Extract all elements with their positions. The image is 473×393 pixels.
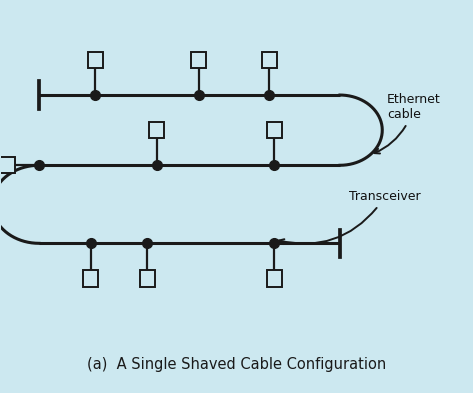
FancyBboxPatch shape	[267, 122, 281, 138]
FancyBboxPatch shape	[83, 270, 98, 286]
FancyBboxPatch shape	[262, 52, 277, 68]
FancyBboxPatch shape	[267, 270, 281, 286]
FancyBboxPatch shape	[149, 122, 164, 138]
FancyBboxPatch shape	[192, 52, 206, 68]
Text: Ethernet
cable: Ethernet cable	[375, 93, 441, 154]
FancyBboxPatch shape	[140, 270, 155, 286]
FancyBboxPatch shape	[88, 52, 103, 68]
FancyBboxPatch shape	[0, 157, 16, 173]
Text: Transceiver: Transceiver	[279, 190, 421, 244]
Text: (a)  A Single Shaved Cable Configuration: (a) A Single Shaved Cable Configuration	[87, 357, 386, 372]
